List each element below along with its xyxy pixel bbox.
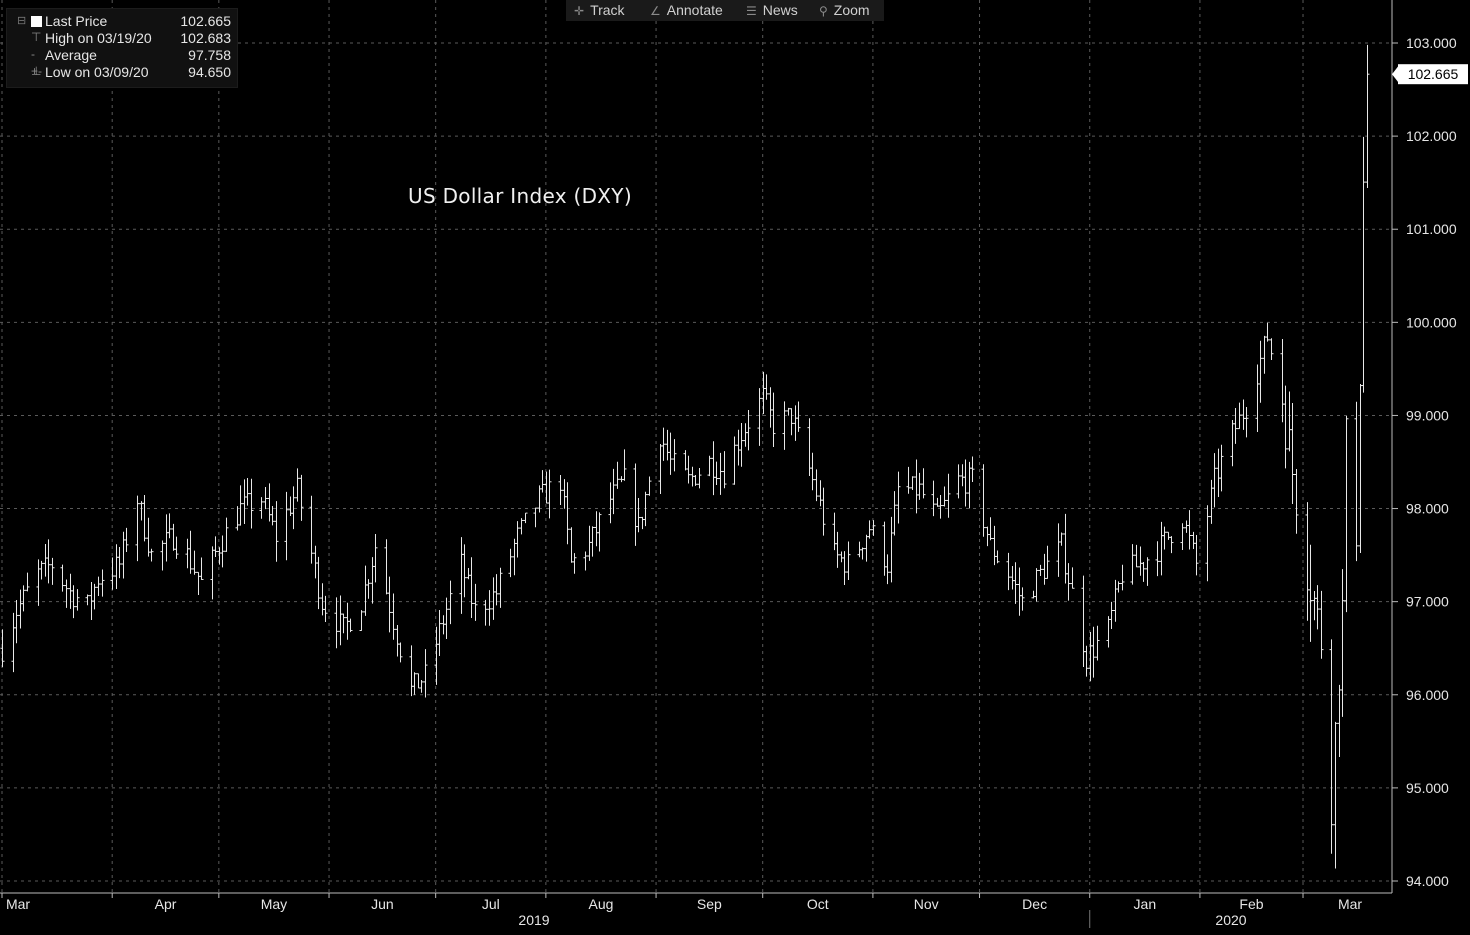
y-tick-label: 103.000 bbox=[1406, 35, 1457, 51]
zoom-label: Zoom bbox=[833, 2, 870, 18]
legend-low-value: 94.650 bbox=[188, 64, 231, 80]
x-month-label: Dec bbox=[1022, 896, 1047, 912]
last-price-box bbox=[1398, 64, 1468, 85]
track-label: Track bbox=[590, 2, 625, 18]
x-month-label: Aug bbox=[589, 896, 614, 912]
last-price-pointer-icon bbox=[1392, 65, 1399, 84]
news-button[interactable]: ☰ News bbox=[746, 2, 798, 18]
x-month-label: Jan bbox=[1134, 896, 1157, 912]
x-year-label: 2020 bbox=[1215, 912, 1246, 928]
legend-row-low[interactable]: ⊥ Low on 03/09/20 94.650 bbox=[7, 64, 237, 81]
annotate-label: Annotate bbox=[666, 2, 723, 18]
x-month-label: Jul bbox=[482, 896, 500, 912]
track-button[interactable]: ✛ Track bbox=[574, 2, 625, 18]
chart-grid bbox=[0, 0, 1392, 893]
y-axis: 94.000 95.000 96.000 97.000 98.000 99.000 100.… bbox=[1391, 0, 1457, 893]
y-tick-label: 99.000 bbox=[1406, 407, 1449, 423]
x-month-label: Jun bbox=[371, 896, 394, 912]
legend-low-label: Low on 03/09/20 bbox=[45, 64, 149, 80]
x-month-label: Mar bbox=[1338, 896, 1362, 912]
chart-title: US Dollar Index (DXY) bbox=[408, 184, 632, 208]
last-price-label: 102.665 bbox=[1408, 66, 1459, 82]
zoom-button[interactable]: ⚲ Zoom bbox=[819, 2, 870, 18]
price-legend: ⊟ Last Price 102.665 ⊤ High on 03/19/20 … bbox=[6, 8, 238, 88]
y-tick-label: 97.000 bbox=[1406, 594, 1449, 610]
y-tick-label: 101.000 bbox=[1406, 221, 1457, 237]
annotate-button[interactable]: ∠ Annotate bbox=[650, 2, 723, 18]
news-list-icon: ☰ bbox=[746, 4, 757, 18]
pencil-icon: ∠ bbox=[650, 4, 661, 18]
y-tick-label: 94.000 bbox=[1406, 873, 1449, 889]
low-marker-icon: ⊥ bbox=[31, 64, 42, 78]
x-month-label: May bbox=[261, 896, 287, 912]
legend-row-last[interactable]: ⊟ Last Price 102.665 bbox=[7, 13, 237, 30]
x-year-label: 2019 bbox=[518, 912, 549, 928]
high-marker-icon: ⊤ bbox=[31, 30, 42, 44]
last-price-marker: 102.665 bbox=[1392, 64, 1468, 85]
x-month-label: Nov bbox=[914, 896, 939, 912]
x-month-label: Apr bbox=[155, 896, 177, 912]
y-tick-label: 100.000 bbox=[1406, 314, 1457, 330]
legend-high-value: 102.683 bbox=[180, 30, 231, 46]
legend-last-value: 102.665 bbox=[180, 13, 231, 29]
legend-last-label: Last Price bbox=[45, 13, 108, 29]
news-label: News bbox=[762, 2, 798, 18]
collapse-icon[interactable]: ⊟ bbox=[17, 15, 27, 27]
legend-row-high[interactable]: ⊤ High on 03/19/20 102.683 bbox=[7, 30, 237, 47]
y-tick-label: 102.000 bbox=[1406, 128, 1457, 144]
y-tick-label: 96.000 bbox=[1406, 687, 1449, 703]
legend-average-label: Average bbox=[45, 47, 97, 63]
y-tick-label: 98.000 bbox=[1406, 501, 1449, 517]
legend-high-label: High on 03/19/20 bbox=[45, 30, 152, 46]
x-axis: Mar Apr May Jun Jul Aug Sep Oct Nov Dec Jan Feb Mar 2… bbox=[0, 892, 1392, 928]
legend-average-value: 97.758 bbox=[188, 47, 231, 63]
chart-toolbar: ✛ Track ∠ Annotate ☰ News ⚲ Zoom bbox=[566, 0, 884, 21]
legend-row-average[interactable]: -+- Average 97.758 bbox=[7, 47, 237, 78]
x-month-label: Feb bbox=[1239, 896, 1263, 912]
x-month-label: Sep bbox=[697, 896, 722, 912]
x-month-label: Oct bbox=[807, 896, 829, 912]
last-price-swatch-icon bbox=[31, 16, 42, 27]
x-month-label: Mar bbox=[6, 896, 30, 912]
average-marker-icon: -+- bbox=[31, 47, 43, 78]
price-bars bbox=[0, 44, 1370, 869]
magnifier-icon: ⚲ bbox=[819, 4, 828, 18]
y-tick-label: 95.000 bbox=[1406, 780, 1449, 796]
crosshair-icon: ✛ bbox=[574, 4, 585, 18]
